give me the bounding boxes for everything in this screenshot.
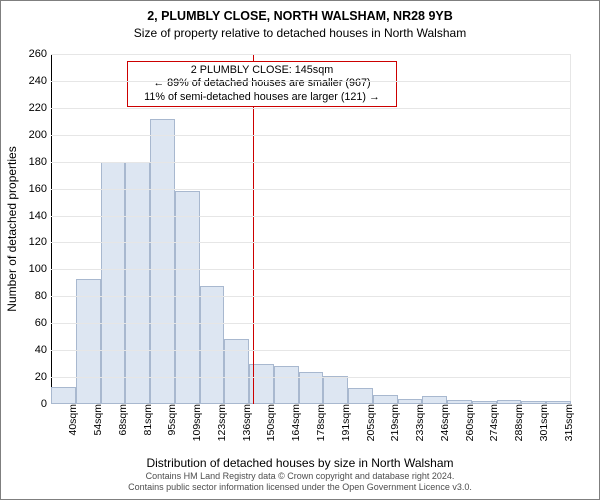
chart-subtitle: Size of property relative to detached ho…: [1, 26, 599, 40]
histogram-bar: [101, 162, 126, 404]
gridline: [51, 189, 571, 190]
gridline: [51, 81, 571, 82]
annotation-box: 2 PLUMBLY CLOSE: 145sqm← 89% of detached…: [127, 61, 397, 107]
gridline: [51, 108, 571, 109]
gridline: [51, 135, 571, 136]
histogram-bar: [51, 387, 76, 405]
x-tick-label: 288sqm: [509, 404, 525, 441]
histogram-bar: [274, 366, 299, 404]
histogram-bar: [175, 191, 200, 404]
license-line-1: Contains HM Land Registry data © Crown c…: [1, 471, 599, 482]
x-tick-label: 54sqm: [88, 404, 104, 436]
y-tick-label: 40: [35, 344, 51, 356]
x-tick-label: 123sqm: [212, 404, 228, 441]
annotation-line: 2 PLUMBLY CLOSE: 145sqm: [134, 64, 390, 77]
y-tick-label: 120: [29, 236, 51, 248]
histogram-bar: [200, 286, 225, 404]
histogram-bar: [323, 376, 348, 404]
x-tick-label: 68sqm: [113, 404, 129, 436]
gridline: [51, 296, 571, 297]
x-tick-label: 205sqm: [361, 404, 377, 441]
y-tick-label: 160: [29, 183, 51, 195]
x-tick-label: 136sqm: [237, 404, 253, 441]
license-line-2: Contains public sector information licen…: [1, 482, 599, 493]
histogram-bar: [422, 396, 447, 404]
histogram-bar: [348, 388, 373, 404]
y-tick-label: 140: [29, 210, 51, 222]
gridline: [51, 216, 571, 217]
x-tick-label: 191sqm: [336, 404, 352, 441]
y-tick-label: 200: [29, 129, 51, 141]
license-footer: Contains HM Land Registry data © Crown c…: [1, 471, 599, 494]
y-tick-label: 260: [29, 48, 51, 60]
gridline: [51, 350, 571, 351]
histogram-bar: [224, 339, 249, 404]
gridline: [51, 323, 571, 324]
x-tick-label: 246sqm: [435, 404, 451, 441]
annotation-line: ← 89% of detached houses are smaller (96…: [134, 77, 390, 90]
root-container: 2, PLUMBLY CLOSE, NORTH WALSHAM, NR28 9Y…: [0, 0, 600, 500]
histogram-bar: [76, 279, 101, 404]
x-tick-label: 109sqm: [187, 404, 203, 441]
x-tick-label: 95sqm: [162, 404, 178, 436]
y-tick-label: 240: [29, 75, 51, 87]
y-tick-label: 0: [41, 398, 51, 410]
gridline: [51, 377, 571, 378]
x-tick-label: 40sqm: [63, 404, 79, 436]
y-tick-label: 60: [35, 317, 51, 329]
histogram-bar: [125, 162, 150, 404]
annotation-line: 11% of semi-detached houses are larger (…: [134, 91, 390, 104]
x-tick-label: 315sqm: [559, 404, 575, 441]
gridline: [51, 242, 571, 243]
gridline: [51, 54, 571, 55]
y-tick-label: 100: [29, 263, 51, 275]
x-tick-label: 260sqm: [460, 404, 476, 441]
x-tick-label: 178sqm: [311, 404, 327, 441]
chart-plot-area: Number of detached properties 2 PLUMBLY …: [51, 54, 571, 404]
x-tick-label: 274sqm: [484, 404, 500, 441]
x-axis-label: Distribution of detached houses by size …: [1, 456, 599, 470]
y-tick-label: 80: [35, 290, 51, 302]
x-tick-label: 164sqm: [286, 404, 302, 441]
y-tick-label: 20: [35, 371, 51, 383]
y-tick-label: 180: [29, 156, 51, 168]
x-tick-label: 219sqm: [385, 404, 401, 441]
x-tick-label: 233sqm: [410, 404, 426, 441]
y-tick-label: 220: [29, 102, 51, 114]
histogram-bar: [373, 395, 398, 404]
x-tick-label: 301sqm: [534, 404, 550, 441]
gridline: [51, 269, 571, 270]
x-tick-label: 150sqm: [261, 404, 277, 441]
x-tick-label: 81sqm: [138, 404, 154, 436]
gridline: [51, 162, 571, 163]
chart-title: 2, PLUMBLY CLOSE, NORTH WALSHAM, NR28 9Y…: [1, 9, 599, 23]
y-axis-label: Number of detached properties: [5, 146, 19, 311]
